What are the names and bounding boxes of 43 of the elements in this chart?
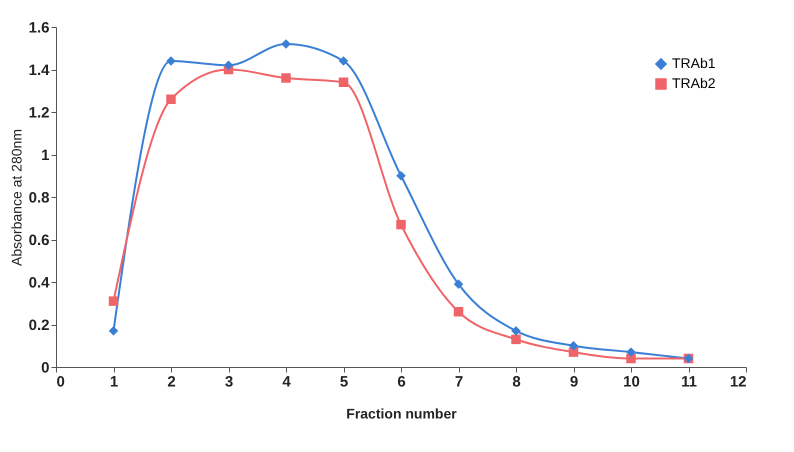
x-tick-label: 0 — [56, 374, 65, 390]
y-tick-label: 0.4 — [28, 274, 50, 292]
y-tick-label: 0 — [41, 360, 50, 376]
point — [511, 334, 521, 344]
x-tick-label: 1 — [110, 374, 118, 390]
y-tick-label: 0.6 — [28, 232, 50, 249]
x-tick-label: 7 — [454, 374, 464, 390]
x-tick-label: 4 — [282, 374, 292, 390]
point — [338, 56, 348, 66]
point — [166, 56, 176, 66]
y-tick-label: 0.8 — [28, 190, 50, 206]
point — [166, 94, 176, 104]
point — [281, 39, 291, 49]
point — [454, 279, 464, 289]
x-tick-label: 11 — [681, 374, 697, 390]
point — [454, 307, 464, 316]
x-tick-label: 12 — [730, 374, 746, 390]
x-tick-label: 2 — [167, 374, 176, 390]
y-tick-label: 0.2 — [28, 317, 50, 334]
legend-label: TRAb1 — [672, 55, 716, 71]
x-tick-label: 10 — [623, 374, 640, 390]
point — [108, 296, 118, 306]
x-tick-label: 3 — [224, 374, 234, 390]
legend-label: TRAb2 — [672, 75, 716, 91]
x-tick-label: 9 — [570, 374, 578, 390]
point — [396, 171, 406, 180]
point — [108, 326, 118, 336]
x-tick-label: 6 — [397, 374, 406, 390]
point — [626, 347, 636, 357]
x-tick-label: 5 — [340, 374, 348, 390]
point — [281, 73, 291, 83]
point — [338, 78, 348, 87]
point — [396, 220, 406, 230]
y-tick-label: 1.4 — [28, 62, 50, 79]
x-axis-title: Fraction number — [346, 406, 458, 422]
y-tick-label: 1 — [41, 147, 50, 164]
point — [568, 341, 578, 350]
y-axis-title: Absorbance at 280nm — [8, 129, 25, 266]
y-tick-label: 1.2 — [28, 104, 50, 122]
point — [511, 326, 521, 336]
y-tick-label: 1.6 — [28, 20, 50, 36]
point — [224, 60, 234, 70]
x-tick-label: 8 — [512, 374, 521, 390]
